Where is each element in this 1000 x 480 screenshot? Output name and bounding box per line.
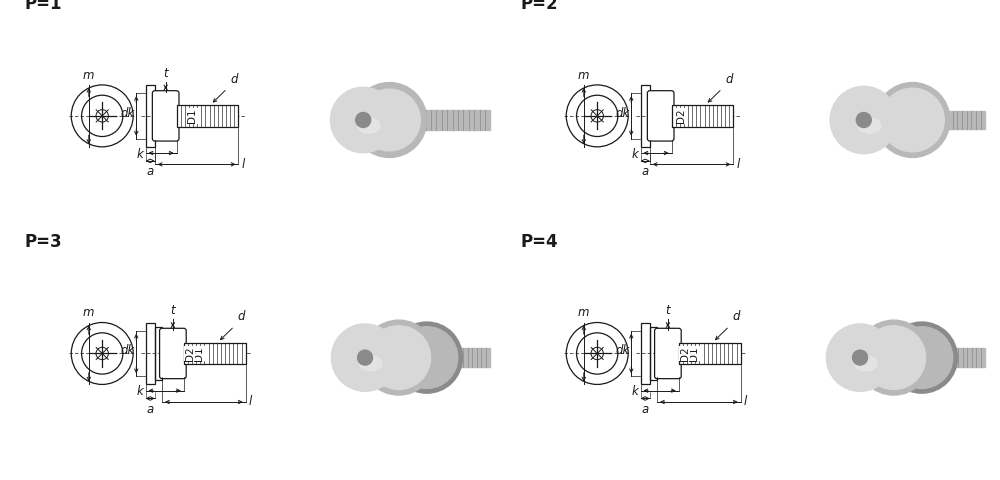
Circle shape bbox=[856, 320, 931, 395]
Text: a: a bbox=[642, 166, 649, 179]
Text: dk: dk bbox=[120, 345, 135, 358]
Text: D1: D1 bbox=[194, 346, 204, 361]
Text: m: m bbox=[83, 306, 95, 319]
Circle shape bbox=[330, 87, 396, 153]
Circle shape bbox=[862, 326, 926, 389]
Circle shape bbox=[830, 86, 898, 154]
Text: l: l bbox=[249, 396, 252, 408]
Text: D2: D2 bbox=[680, 346, 690, 361]
Circle shape bbox=[352, 83, 427, 157]
Text: l: l bbox=[737, 158, 740, 171]
Text: t: t bbox=[666, 304, 670, 317]
Bar bbox=[901, 110, 985, 129]
Text: k: k bbox=[136, 147, 143, 160]
Circle shape bbox=[891, 327, 953, 388]
Text: d: d bbox=[237, 310, 245, 323]
FancyBboxPatch shape bbox=[647, 91, 674, 141]
Circle shape bbox=[361, 320, 436, 395]
Circle shape bbox=[853, 350, 868, 365]
Bar bbox=[146, 85, 155, 147]
FancyBboxPatch shape bbox=[152, 91, 179, 141]
FancyBboxPatch shape bbox=[655, 328, 681, 379]
Bar bbox=[177, 105, 238, 127]
Circle shape bbox=[881, 88, 944, 152]
Text: k: k bbox=[631, 385, 638, 398]
Text: D2: D2 bbox=[185, 346, 195, 361]
Ellipse shape bbox=[359, 356, 382, 371]
Bar bbox=[155, 326, 162, 380]
FancyBboxPatch shape bbox=[160, 328, 186, 379]
Circle shape bbox=[358, 350, 373, 365]
Text: dk: dk bbox=[120, 107, 135, 120]
Circle shape bbox=[826, 324, 894, 391]
Circle shape bbox=[875, 83, 950, 157]
Circle shape bbox=[356, 112, 371, 128]
Bar bbox=[641, 323, 650, 384]
Circle shape bbox=[359, 89, 420, 151]
Text: a: a bbox=[642, 403, 649, 416]
Bar bbox=[672, 105, 733, 127]
Bar bbox=[679, 343, 741, 364]
Text: D1: D1 bbox=[187, 108, 197, 123]
Circle shape bbox=[886, 322, 957, 393]
Circle shape bbox=[856, 112, 871, 128]
Text: dk: dk bbox=[615, 107, 630, 120]
Text: t: t bbox=[171, 304, 175, 317]
Bar bbox=[641, 85, 650, 147]
Bar bbox=[146, 323, 155, 384]
Text: D2: D2 bbox=[676, 108, 686, 123]
Text: P=3: P=3 bbox=[25, 233, 63, 251]
Text: dk: dk bbox=[615, 345, 630, 358]
Text: m: m bbox=[578, 306, 590, 319]
Text: l: l bbox=[744, 396, 747, 408]
Text: k: k bbox=[631, 147, 638, 160]
Ellipse shape bbox=[854, 356, 877, 371]
Ellipse shape bbox=[358, 118, 380, 133]
Circle shape bbox=[391, 322, 462, 393]
Text: P=4: P=4 bbox=[520, 233, 558, 251]
Text: t: t bbox=[163, 67, 168, 80]
Text: l: l bbox=[242, 158, 245, 171]
Text: P=2: P=2 bbox=[520, 0, 558, 13]
Text: k: k bbox=[136, 385, 143, 398]
Circle shape bbox=[367, 326, 431, 389]
Bar bbox=[650, 326, 657, 380]
Ellipse shape bbox=[858, 118, 881, 133]
Bar bbox=[393, 110, 490, 130]
Text: d: d bbox=[230, 72, 238, 85]
Bar bbox=[417, 348, 490, 367]
Text: P=1: P=1 bbox=[25, 0, 62, 13]
Bar bbox=[912, 348, 985, 367]
Text: d: d bbox=[732, 310, 740, 323]
Text: m: m bbox=[83, 69, 95, 82]
Bar bbox=[184, 343, 246, 364]
Text: a: a bbox=[147, 403, 154, 416]
Circle shape bbox=[396, 327, 458, 388]
Text: d: d bbox=[725, 72, 733, 85]
Circle shape bbox=[331, 324, 399, 391]
Text: D1: D1 bbox=[689, 346, 699, 361]
Text: m: m bbox=[578, 69, 590, 82]
Text: a: a bbox=[147, 166, 154, 179]
